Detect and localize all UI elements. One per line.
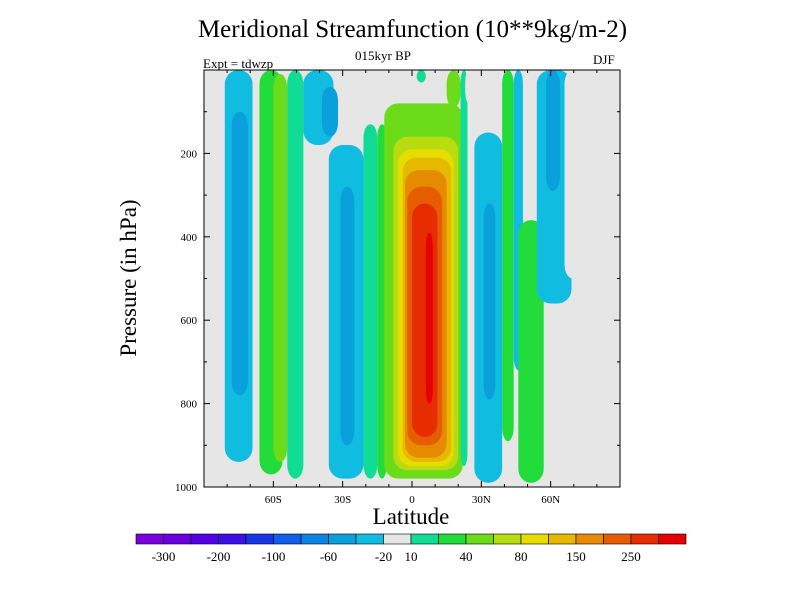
contour-cell-23 [446,70,461,108]
colorbar-box-3 [218,533,247,545]
colorbar-label: 40 [460,549,473,564]
colorbar-box-18 [630,533,659,545]
colorbar-box-14 [520,533,549,545]
y-axis-label: Pressure (in hPa) [116,199,141,356]
colorbar-box-5 [273,533,302,545]
contour-cell-19 [412,203,438,437]
x-tick-label: 0 [409,494,415,506]
colorbar-box-1 [163,533,192,545]
contour-cell-25 [465,70,473,104]
contour-cell-22 [407,70,415,100]
x-tick-label: 30S [334,494,351,506]
chart-subtitle: 015kyr BP [355,48,411,63]
contour-cell-34 [564,70,581,279]
axes: 60S 30S 0 30N 60N 200 400 600 800 1000 [175,69,621,506]
colorbar-box-6 [300,533,329,545]
colorbar-label: -60 [320,549,337,564]
contour-cell-11 [363,124,378,479]
y-tick-label: 800 [181,399,198,411]
x-tick-label: 60N [541,494,560,506]
colorbar-label: 250 [621,549,641,564]
colorbar-label: -20 [375,549,392,564]
colorbar-box-15 [548,533,577,545]
colorbar-box-11 [438,533,467,545]
plot-area [204,70,620,487]
colorbar-box-9 [383,533,412,545]
y-tick-label: 200 [181,148,198,160]
contour-cell-28 [502,70,514,442]
x-axis-label: Latitude [373,504,450,529]
contour-cell-24 [460,70,468,467]
contour-cell-5 [273,74,288,462]
colorbar-box-16 [575,533,604,545]
contour-cell-33 [546,70,560,191]
colorbar-box-10 [410,533,439,545]
contour-cell-3 [252,70,260,342]
contour-cell-6 [287,70,304,479]
colorbar-label: -300 [152,549,176,564]
colorbar-box-0 [135,533,164,545]
colorbar-box-12 [465,533,494,545]
colorbar-box-7 [328,533,357,545]
season-label: DJF [593,52,615,67]
contour-cell-20 [425,232,433,404]
experiment-label: Expt = tdwzp [203,56,274,71]
colorbar-box-4 [245,533,274,545]
x-tick-label: 60S [265,494,282,506]
y-tick-label: 600 [181,315,198,327]
chart-title: Meridional Streamfunction (10**9kg/m-2) [197,16,628,43]
contour-cell-2 [231,111,248,396]
colorbar-label: 150 [566,549,586,564]
colorbar: -300 -200 -100 -60 -20 10 40 80 150 250 [135,533,687,564]
colorbar-box-2 [190,533,219,545]
colorbar-box-8 [355,533,384,545]
contour-cell-10 [340,186,355,446]
y-tick-label: 400 [181,232,198,244]
colorbar-box-17 [603,533,632,545]
y-tick-label: 1000 [175,482,198,494]
colorbar-label: 10 [405,549,418,564]
contour-cell-21 [416,70,426,83]
colorbar-label: 80 [515,549,528,564]
x-tick-label: 30N [472,494,491,506]
colorbar-label: -100 [262,549,286,564]
colorbar-box-19 [658,533,687,545]
colorbar-box-13 [493,533,522,545]
colorbar-label: -200 [207,549,231,564]
contour-cell-27 [483,203,496,400]
contour-cell-8 [321,86,339,137]
